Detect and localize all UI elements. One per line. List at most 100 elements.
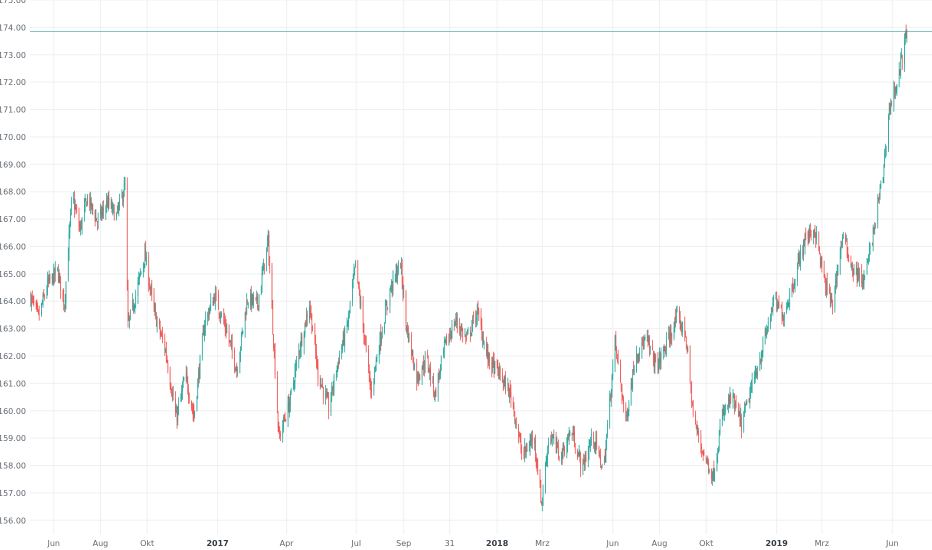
candle-body: [616, 346, 617, 355]
y-tick-label: 172.00: [0, 78, 26, 87]
candle-body: [326, 395, 328, 397]
candle-body: [91, 203, 93, 207]
candle-body: [470, 329, 471, 336]
candle-body: [649, 338, 650, 349]
candle-body: [767, 328, 768, 332]
candle-body: [494, 361, 496, 373]
candle-body: [52, 274, 54, 284]
candle-body: [309, 305, 311, 313]
candle-body: [851, 263, 853, 270]
candle-body: [58, 274, 60, 282]
candle-body: [192, 407, 193, 410]
y-tick-label: 166.00: [0, 242, 26, 251]
candle-body: [64, 306, 65, 308]
candle-body: [839, 250, 841, 273]
candle-body: [111, 204, 113, 212]
candle-body: [697, 430, 699, 432]
candle-body: [508, 385, 509, 398]
candle-body: [231, 341, 233, 352]
candle-body: [842, 233, 844, 235]
candle-body: [826, 281, 827, 295]
candle-body: [772, 297, 774, 312]
candle-body: [653, 351, 654, 359]
candle-body: [577, 451, 578, 458]
candle-body: [196, 396, 198, 410]
candle-body: [551, 438, 552, 441]
candle-body: [359, 294, 361, 305]
candle-body: [293, 382, 294, 388]
candle-body: [449, 334, 450, 336]
candle-body: [631, 384, 633, 387]
candle-body: [234, 350, 235, 368]
candle-body: [64, 299, 66, 307]
candle-body: [339, 355, 340, 365]
x-tick-label: 2019: [766, 539, 789, 548]
candle-body: [512, 401, 514, 406]
candle-body: [175, 411, 177, 414]
candle-body: [69, 223, 71, 233]
candle-body: [267, 234, 269, 242]
candle-body: [219, 315, 221, 317]
candle-body: [548, 442, 549, 448]
candle-body: [690, 383, 692, 386]
candle-body: [741, 417, 742, 432]
candle-body: [612, 363, 614, 377]
candle-body: [831, 296, 833, 303]
candle-body: [57, 267, 58, 270]
candle-body: [433, 378, 434, 394]
candle-body: [755, 373, 757, 376]
candle-body: [676, 313, 677, 323]
candle-body: [305, 320, 306, 326]
candle-body: [412, 350, 414, 363]
candle-body: [889, 106, 891, 111]
candle-body: [247, 302, 248, 304]
candle-body: [290, 388, 292, 392]
candle-body: [856, 268, 858, 281]
candle-body: [395, 270, 397, 276]
candle-body: [786, 306, 787, 313]
candle-body: [346, 324, 348, 326]
y-tick-label: 163.00: [0, 325, 26, 334]
candle-body: [164, 338, 166, 351]
candle-body: [242, 330, 244, 333]
candle-body: [754, 373, 756, 376]
candle-body: [73, 198, 74, 201]
candle-body: [368, 367, 370, 376]
candle-body: [203, 330, 205, 336]
candle-body: [102, 208, 104, 211]
y-tick-label: 174.00: [0, 23, 26, 32]
candle-body: [480, 315, 482, 326]
candle-body: [825, 280, 826, 295]
candle-body: [735, 402, 736, 409]
candle-body: [287, 401, 289, 421]
candle-body: [509, 386, 511, 393]
candle-body: [857, 268, 859, 283]
candle-body: [123, 184, 125, 197]
candle-body: [519, 435, 520, 437]
candle-body: [729, 393, 731, 403]
candle-body: [712, 477, 713, 482]
candle-body: [299, 351, 300, 353]
candle-body: [271, 269, 273, 309]
candle-body: [562, 444, 564, 459]
candle-body: [820, 257, 822, 266]
candle-body: [595, 438, 597, 447]
x-tick-label: Aug: [93, 539, 109, 548]
candle-body: [721, 414, 723, 426]
candle-body: [866, 264, 868, 275]
candle-body: [159, 325, 161, 334]
candle-body: [882, 177, 884, 181]
candle-body: [451, 324, 453, 338]
candle-body: [293, 383, 295, 385]
candle-body: [670, 331, 672, 337]
candle-body: [78, 213, 80, 228]
candle-body: [738, 409, 739, 414]
candle-body: [567, 437, 568, 447]
candle-body: [491, 362, 493, 370]
candle-body: [237, 371, 238, 373]
candle-body: [264, 263, 265, 270]
candle-body: [54, 268, 56, 275]
candle-body: [464, 334, 466, 336]
candle-body: [585, 457, 587, 462]
